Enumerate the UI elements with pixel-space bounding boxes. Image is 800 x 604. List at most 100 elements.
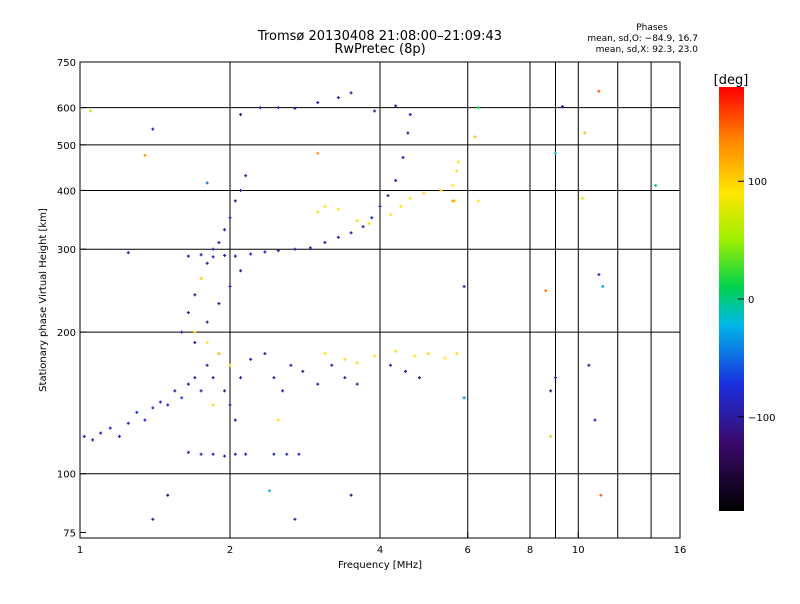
data-point xyxy=(126,421,130,425)
data-point xyxy=(406,131,410,135)
data-point xyxy=(199,253,203,257)
data-point xyxy=(361,225,365,229)
data-point xyxy=(272,376,276,380)
data-point xyxy=(583,131,587,135)
data-point xyxy=(276,418,280,422)
data-point xyxy=(82,434,86,438)
data-point xyxy=(599,493,603,497)
data-point xyxy=(654,183,658,187)
data-points xyxy=(82,89,658,521)
data-point xyxy=(158,400,162,404)
data-point xyxy=(223,454,227,458)
data-point xyxy=(223,253,227,257)
data-point xyxy=(394,178,398,182)
data-point xyxy=(399,204,403,208)
data-point xyxy=(544,289,548,293)
data-point xyxy=(272,452,276,456)
y-tick-label: 300 xyxy=(57,245,76,256)
data-point xyxy=(233,199,237,203)
data-point xyxy=(581,196,585,200)
data-point xyxy=(413,354,417,358)
data-point xyxy=(126,251,130,255)
data-point xyxy=(108,426,112,430)
data-point xyxy=(228,216,232,220)
data-point xyxy=(193,293,197,297)
data-point xyxy=(228,363,232,367)
data-point xyxy=(330,363,334,367)
data-point xyxy=(336,235,340,239)
data-point xyxy=(336,96,340,100)
data-point xyxy=(597,273,601,277)
data-point xyxy=(553,151,557,155)
data-point xyxy=(223,389,227,393)
data-point xyxy=(217,352,221,356)
y-axis-ticks: 75 100 200 300 400 500 600 750 xyxy=(57,58,86,539)
data-point xyxy=(173,389,177,393)
data-point xyxy=(91,438,95,442)
data-point xyxy=(373,109,377,113)
stats-heading: Phases xyxy=(636,23,668,33)
data-point xyxy=(143,418,147,422)
colorbar-tick-label: −100 xyxy=(748,413,775,424)
data-point xyxy=(476,106,480,110)
x-tick-label: 8 xyxy=(527,545,533,556)
data-point xyxy=(89,109,93,113)
data-point xyxy=(389,213,393,217)
data-point xyxy=(211,452,215,456)
data-point xyxy=(143,153,147,157)
data-point xyxy=(199,276,203,280)
data-point xyxy=(135,410,139,414)
data-point xyxy=(249,357,253,361)
data-point xyxy=(462,284,466,288)
data-point xyxy=(211,255,215,259)
data-point xyxy=(561,105,565,109)
data-point xyxy=(239,113,243,117)
chart-title: Tromsø 20130408 21:08:00–21:09:43 xyxy=(257,29,502,44)
data-point xyxy=(297,452,301,456)
data-point xyxy=(355,219,359,223)
data-point xyxy=(323,352,327,356)
data-point xyxy=(323,204,327,208)
data-point xyxy=(199,452,203,456)
data-point xyxy=(597,89,601,93)
data-point xyxy=(205,363,209,367)
data-point xyxy=(239,376,243,380)
x-tick-label: 4 xyxy=(377,545,383,556)
data-point xyxy=(593,418,597,422)
x-axis-ticks: 1 2 4 6 8 10 16 xyxy=(77,532,686,556)
data-point xyxy=(186,450,190,454)
data-point xyxy=(401,155,405,159)
data-point xyxy=(308,246,312,250)
data-point xyxy=(249,252,253,256)
data-point xyxy=(211,376,215,380)
data-point xyxy=(553,376,557,380)
x-tick-label: 6 xyxy=(465,545,471,556)
data-point xyxy=(193,341,197,345)
data-point xyxy=(233,254,237,258)
data-point xyxy=(151,127,155,131)
colorbar-label: [deg] xyxy=(714,73,749,88)
data-point xyxy=(451,199,455,203)
data-point xyxy=(408,196,412,200)
data-point xyxy=(343,376,347,380)
y-tick-label: 100 xyxy=(57,470,76,481)
data-point xyxy=(355,382,359,386)
data-point xyxy=(276,106,280,110)
data-point xyxy=(205,261,209,265)
colorbar-tick-label: 0 xyxy=(748,295,754,306)
data-point xyxy=(186,311,190,315)
data-point xyxy=(476,199,480,203)
data-point xyxy=(217,302,221,306)
data-point xyxy=(193,330,197,334)
data-point xyxy=(99,431,103,435)
data-point xyxy=(293,247,297,251)
data-point xyxy=(239,269,243,273)
data-point xyxy=(417,376,421,380)
data-point xyxy=(233,452,237,456)
y-tick-label: 600 xyxy=(57,104,76,115)
data-point xyxy=(205,320,209,324)
data-point xyxy=(549,389,553,393)
data-point xyxy=(117,434,121,438)
data-point xyxy=(223,228,227,232)
